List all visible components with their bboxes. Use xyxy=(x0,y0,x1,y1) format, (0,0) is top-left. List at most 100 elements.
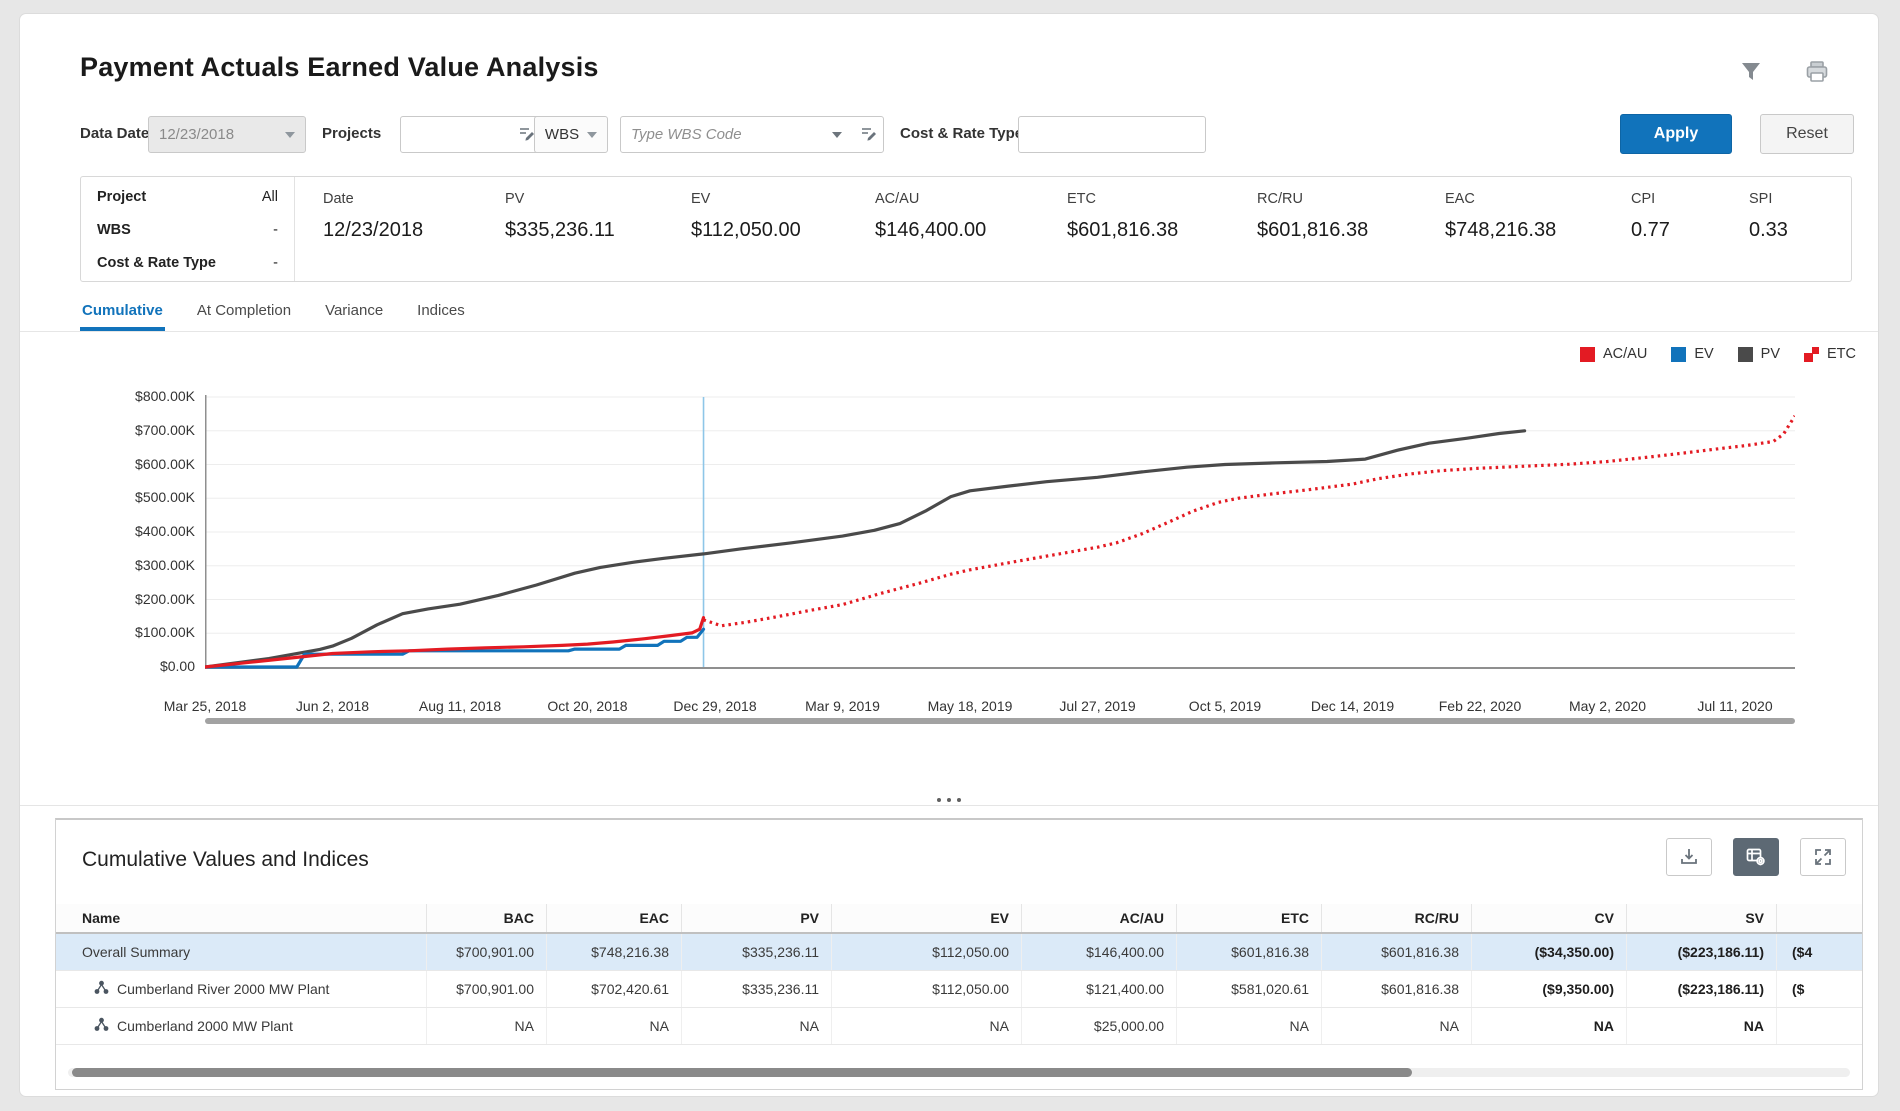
metric-eac: EAC $748,216.38 xyxy=(1445,191,1631,281)
column-header-etc[interactable]: ETC xyxy=(1176,904,1321,932)
cell-ev: NA xyxy=(831,1008,1021,1044)
metric-label: CPI xyxy=(1631,191,1656,207)
table-title: Cumulative Values and Indices xyxy=(82,848,369,871)
cell-bac: $700,901.00 xyxy=(426,971,546,1007)
summary-scope: Project All WBS - Cost & Rate Type - xyxy=(81,177,295,281)
tab-cumulative[interactable]: Cumulative xyxy=(80,298,165,331)
cost-rate-label: Cost & Rate Type xyxy=(900,125,1024,142)
column-header-sv[interactable]: SV xyxy=(1626,904,1776,932)
cell-ev: $112,050.00 xyxy=(831,934,1021,970)
cell-etc: $581,020.61 xyxy=(1176,971,1321,1007)
cell-eac: NA xyxy=(546,1008,681,1044)
x-tick-label: Jul 27, 2019 xyxy=(1059,698,1136,714)
cell-rc-ru: $601,816.38 xyxy=(1321,934,1471,970)
x-tick-label: Dec 14, 2019 xyxy=(1310,698,1395,714)
cell-pv: $335,236.11 xyxy=(681,934,831,970)
print-icon[interactable] xyxy=(1802,58,1832,88)
table-row-cumberland-2000-mw-plant[interactable]: Cumberland 2000 MW Plant NA NA NA NA $25,000.… xyxy=(56,1008,1862,1045)
legend-item-ac-au[interactable]: AC/AU xyxy=(1579,346,1648,362)
filter-icon[interactable] xyxy=(1736,58,1766,88)
chevron-down-icon xyxy=(285,132,295,138)
legend-item-etc[interactable]: ETC xyxy=(1804,346,1856,362)
picker-icon[interactable] xyxy=(859,125,877,148)
data-date-select[interactable]: 12/23/2018 xyxy=(148,116,306,153)
cell-eac: $702,420.61 xyxy=(546,971,681,1007)
legend-swatch-dotted-icon xyxy=(1804,346,1819,362)
download-button[interactable] xyxy=(1666,838,1712,876)
legend-item-pv[interactable]: PV xyxy=(1737,346,1780,362)
tab-indices[interactable]: Indices xyxy=(417,302,465,319)
cost-rate-input[interactable] xyxy=(1018,116,1206,153)
legend-label: ETC xyxy=(1827,346,1856,362)
scope-label: Project xyxy=(97,189,147,205)
table-row-overall-summary[interactable]: Overall Summary $700,901.00 $748,216.38 $33… xyxy=(56,934,1862,971)
metric-value: $601,816.38 xyxy=(1257,219,1369,241)
metric-label: AC/AU xyxy=(875,191,920,207)
table-settings-button[interactable] xyxy=(1733,838,1779,876)
series-pv xyxy=(205,429,1527,669)
column-header-pv[interactable]: PV xyxy=(681,904,831,932)
wbs-code-input[interactable] xyxy=(620,116,884,153)
column-header-overflow[interactable] xyxy=(1776,904,1862,932)
cell-cv: NA xyxy=(1471,1008,1626,1044)
metric-label: PV xyxy=(505,191,525,207)
main-card: Payment Actuals Earned Value Analysis Da… xyxy=(20,14,1878,1096)
cell-sv: ($223,186.11) xyxy=(1626,971,1776,1007)
picker-icon[interactable] xyxy=(517,125,535,148)
column-header-bac[interactable]: BAC xyxy=(426,904,546,932)
metric-value: $748,216.38 xyxy=(1445,219,1557,241)
cell-overflow: ($ xyxy=(1776,971,1862,1007)
cell-cv: ($9,350.00) xyxy=(1471,971,1626,1007)
table-row-cumberland-river-2000-mw-plant[interactable]: Cumberland River 2000 MW Plant $700,901.0… xyxy=(56,971,1862,1008)
x-tick-label: Oct 5, 2019 xyxy=(1188,698,1262,714)
splitter-handle-icon[interactable] xyxy=(20,786,1878,806)
y-tick-label: $300.00K xyxy=(135,556,195,573)
legend-swatch-icon xyxy=(1579,346,1595,362)
column-header-ac-au[interactable]: AC/AU xyxy=(1021,904,1176,932)
data-date-value: 12/23/2018 xyxy=(159,126,235,143)
metric-ac-au: AC/AU $146,400.00 xyxy=(875,191,1067,281)
project-icon xyxy=(94,1017,109,1035)
summary-panel: Project All WBS - Cost & Rate Type - Date 12/2… xyxy=(80,176,1852,282)
metric-etc: ETC $601,816.38 xyxy=(1067,191,1257,281)
column-header-ev[interactable]: EV xyxy=(831,904,1021,932)
scope-value: - xyxy=(273,222,278,238)
column-header-rc-ru[interactable]: RC/RU xyxy=(1321,904,1471,932)
cell-ac-au: $25,000.00 xyxy=(1021,1008,1176,1044)
row-name-cell: Cumberland River 2000 MW Plant xyxy=(56,971,426,1007)
reset-button[interactable]: Reset xyxy=(1760,114,1854,154)
x-tick-label: Feb 22, 2020 xyxy=(1438,698,1522,714)
column-header-name[interactable]: Name xyxy=(82,910,121,926)
cell-pv: $335,236.11 xyxy=(681,971,831,1007)
tab-at-completion[interactable]: At Completion xyxy=(196,302,292,319)
chevron-down-icon[interactable] xyxy=(832,132,842,138)
row-name: Cumberland 2000 MW Plant xyxy=(117,1018,293,1034)
cell-eac: $748,216.38 xyxy=(546,934,681,970)
cell-bac: NA xyxy=(426,1008,546,1044)
evm-line-chart xyxy=(205,395,1795,669)
scope-label: WBS xyxy=(97,222,131,238)
cell-etc: $601,816.38 xyxy=(1176,934,1321,970)
y-tick-label: $500.00K xyxy=(135,489,195,506)
wbs-dropdown-button[interactable]: WBS xyxy=(534,116,608,153)
table-scrollbar-track xyxy=(68,1068,1850,1077)
legend-label: AC/AU xyxy=(1602,346,1648,362)
cell-rc-ru: $601,816.38 xyxy=(1321,971,1471,1007)
apply-button[interactable]: Apply xyxy=(1620,114,1732,154)
tab-variance[interactable]: Variance xyxy=(325,302,384,319)
column-header-eac[interactable]: EAC xyxy=(546,904,681,932)
expand-button[interactable] xyxy=(1800,838,1846,876)
metric-label: EAC xyxy=(1445,191,1475,207)
table-header-row: Name BAC EAC PV EV AC/AU ETC RC/RU CV SV xyxy=(56,904,1862,934)
table-panel: Cumulative Values and Indices xyxy=(55,818,1863,1090)
page-title: Payment Actuals Earned Value Analysis xyxy=(80,52,599,82)
table-horizontal-scrollbar[interactable] xyxy=(72,1068,1412,1077)
metric-date: Date 12/23/2018 xyxy=(323,191,505,281)
column-header-cv[interactable]: CV xyxy=(1471,904,1626,932)
legend-item-ev[interactable]: EV xyxy=(1671,346,1714,362)
metric-spi: SPI 0.33 xyxy=(1749,191,1849,281)
metric-label: SPI xyxy=(1749,191,1773,207)
cell-pv: NA xyxy=(681,1008,831,1044)
chart-horizontal-scrollbar[interactable] xyxy=(205,718,1795,724)
metric-value: 0.77 xyxy=(1631,219,1670,241)
